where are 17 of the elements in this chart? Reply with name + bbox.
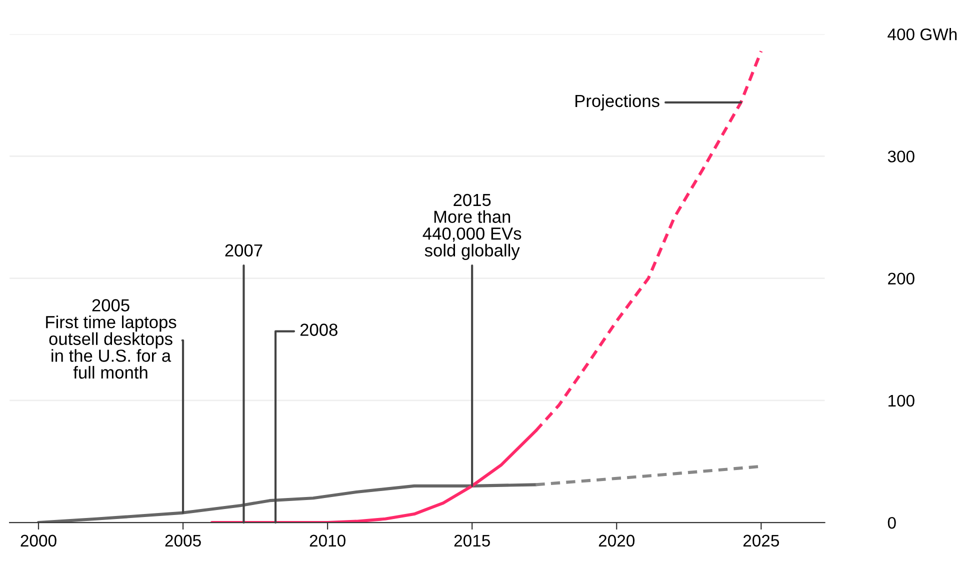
y-tick-label: 100: [888, 394, 914, 407]
annotation: Projections: [576, 94, 660, 111]
y-tick-label: 0: [888, 516, 896, 529]
x-tick-label: 2000: [20, 534, 56, 547]
x-tick-label: 2015: [454, 534, 490, 547]
y-tick-label: 400 GWh: [888, 28, 957, 40]
line-series: [36, 483, 538, 523]
annotation: 2008: [300, 324, 338, 336]
annotation: 2005 First time laptops outsell desktops in the U.S. for a full month: [46, 299, 176, 379]
y-tick-label: 200: [888, 272, 914, 285]
x-tick-label: 2005: [165, 534, 201, 547]
x-tick-label: 2010: [310, 534, 346, 547]
x-tick-label: 2020: [598, 534, 635, 547]
x-tick-label: 2025: [743, 534, 779, 547]
y-tick-label: 300: [888, 150, 914, 162]
annotation: 2007: [225, 244, 262, 257]
annotation: 2015 More than 440,000 EVs sold globally: [422, 194, 522, 260]
